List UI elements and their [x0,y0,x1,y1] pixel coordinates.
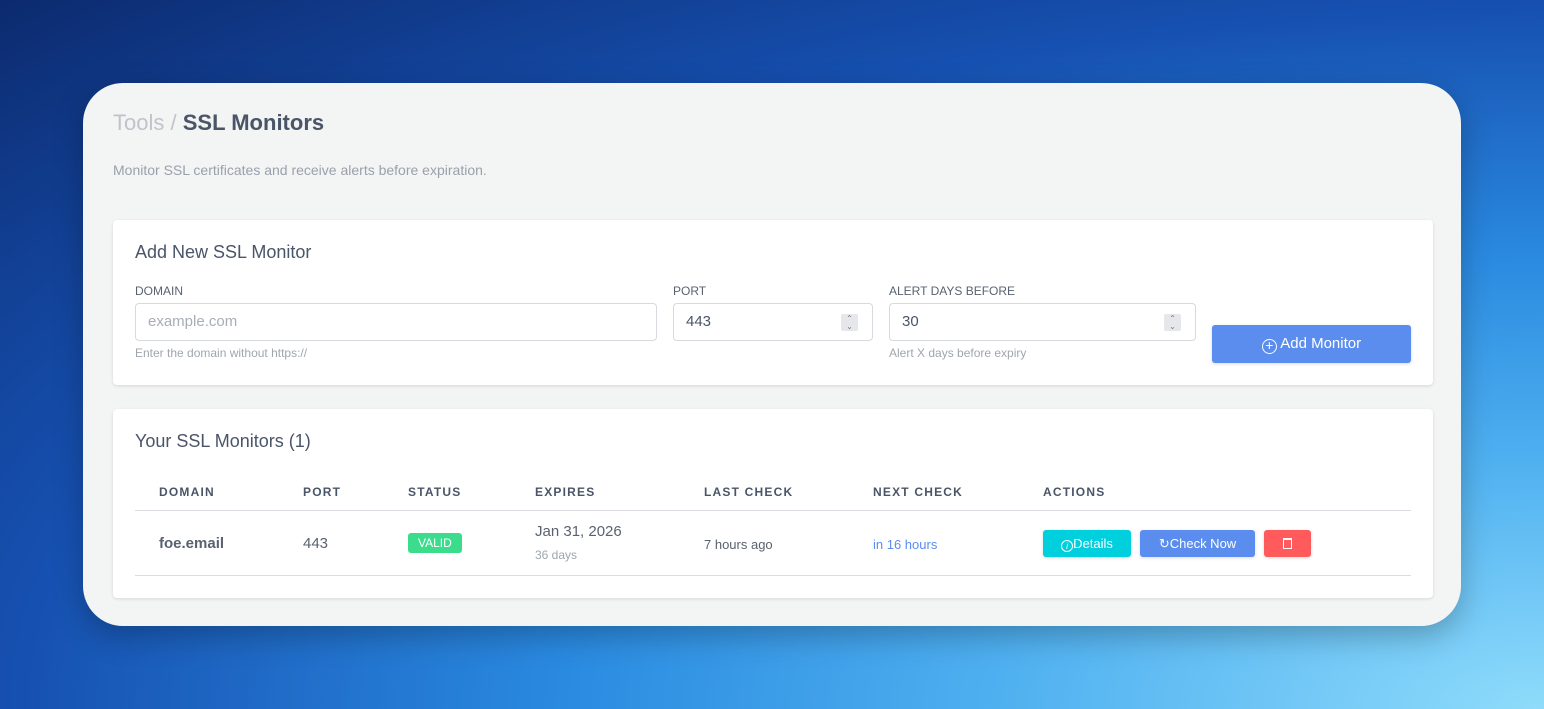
refresh-icon: ↻ [1158,536,1170,551]
column-header: PORT [303,485,342,499]
port-value: 443 [686,313,712,330]
column-header: ACTIONS [1043,485,1106,499]
monitors-card: Your SSL Monitors (1) DOMAIN PORT STATUS… [113,409,1433,598]
port-cell: 443 [303,535,329,552]
details-label: Details [1073,536,1113,551]
domain-input[interactable]: example.com [135,303,657,341]
expires-cell: Jan 31, 2026 [535,523,622,540]
breadcrumb-separator: / [170,110,177,135]
domain-cell: foe.email [159,535,225,552]
last-check-cell: 7 hours ago [704,537,773,552]
next-check-cell: in 16 hours [873,537,938,552]
alert-days-label: ALERT DAYS BEFORE [889,284,1016,298]
add-monitor-button[interactable]: + Add Monitor [1212,325,1411,363]
check-now-button[interactable]: ↻Check Now [1140,530,1255,557]
info-icon: i [1061,540,1074,552]
divider [135,575,1411,576]
column-header: STATUS [408,485,462,499]
stepper-icon[interactable]: ⌃ ⌄ [841,314,858,331]
plus-circle-icon: + [1261,338,1277,354]
check-now-label: Check Now [1169,536,1237,551]
domain-help: Enter the domain without https:// [135,346,308,360]
breadcrumb-parent[interactable]: Tools [113,110,165,135]
expires-days: 36 days [535,548,578,562]
column-header: NEXT CHECK [873,485,964,499]
status-badge: VALID [408,533,462,553]
alert-days-value: 30 [902,313,919,330]
page-title: SSL Monitors [182,110,325,135]
stepper-icon[interactable]: ⌃ ⌄ [1164,314,1181,331]
domain-label: DOMAIN [135,284,183,298]
alert-days-input[interactable]: 30 ⌃ ⌄ [889,303,1196,341]
add-monitor-card: Add New SSL Monitor DOMAIN example.com E… [113,220,1433,385]
card-title: Add New SSL Monitor [135,242,312,262]
alert-days-help: Alert X days before expiry [889,346,1027,360]
delete-button[interactable] [1264,530,1311,557]
column-header: EXPIRES [535,485,596,499]
page-subtitle: Monitor SSL certificates and receive ale… [113,162,487,178]
column-header: LAST CHECK [704,485,794,499]
card-title: Your SSL Monitors (1) [135,431,311,451]
add-monitor-label: Add Monitor [1280,335,1362,352]
details-button[interactable]: i Details [1043,530,1131,557]
breadcrumb: Tools / SSL Monitors [113,110,324,136]
port-input[interactable]: 443 ⌃ ⌄ [673,303,873,341]
trash-icon [1283,538,1292,549]
column-header: DOMAIN [159,485,215,499]
app-window: Tools / SSL Monitors Monitor SSL certifi… [83,83,1461,626]
divider [135,510,1411,511]
port-label: PORT [673,284,707,298]
